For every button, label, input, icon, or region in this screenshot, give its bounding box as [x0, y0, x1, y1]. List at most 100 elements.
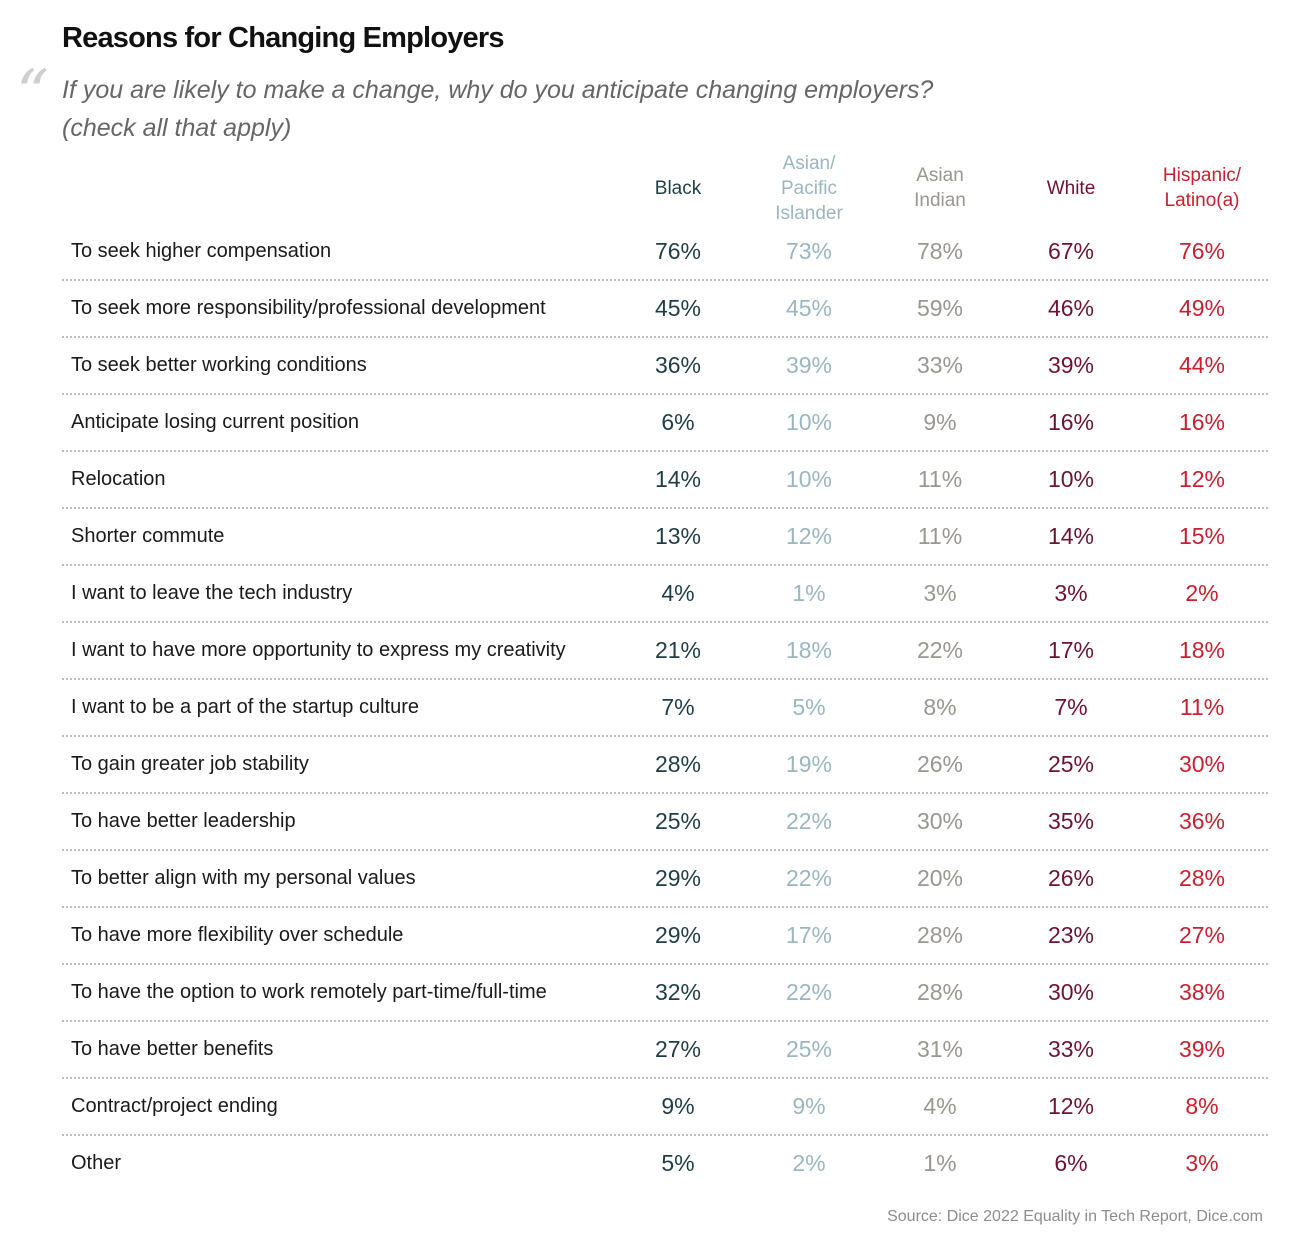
data-cell: 22%: [916, 637, 964, 663]
data-cell: 22%: [785, 808, 833, 834]
data-cell: 7%: [1054, 694, 1088, 720]
chart-subtitle: If you are likely to make a change, why …: [62, 71, 1062, 147]
table-row: To have better leadership 25% 22% 30% 35% 36%: [62, 794, 1268, 851]
data-cell: 6%: [661, 409, 695, 435]
data-cell: 20%: [916, 865, 964, 891]
data-cell: 31%: [916, 1036, 964, 1062]
data-cell: 76%: [654, 238, 702, 264]
column-header-line: Hispanic/: [1162, 165, 1242, 186]
table-row: To have better benefits 27% 25% 31% 33% 39%: [62, 1022, 1268, 1079]
column-header-line: Pacific: [781, 177, 837, 199]
data-cell: 13%: [654, 523, 702, 549]
data-cell: 44%: [1178, 352, 1226, 378]
data-cell: 22%: [785, 979, 833, 1005]
data-cell: 8%: [923, 694, 957, 720]
data-cell: 10%: [785, 409, 833, 435]
data-cell: 22%: [785, 865, 833, 891]
chart-title: Reasons for Changing Employers: [62, 22, 505, 54]
column-header-line: Latino(a): [1164, 190, 1240, 211]
data-cell: 10%: [1047, 466, 1095, 492]
data-cell: 2%: [792, 1150, 826, 1176]
table-row: Anticipate losing current position 6% 10% 9…: [62, 395, 1268, 452]
table-row: To seek more responsibility/professional…: [62, 281, 1268, 338]
row-label: To seek higher compensation: [71, 240, 332, 262]
table-row: To seek better working conditions 36% 39% 3…: [62, 338, 1268, 395]
data-cell: 9%: [661, 1093, 695, 1119]
data-cell: 28%: [916, 979, 964, 1005]
subtitle-line-1: If you are likely to make a change, why …: [62, 76, 934, 104]
data-cell: 38%: [1178, 979, 1226, 1005]
data-cell: 30%: [1047, 979, 1095, 1005]
data-cell: 16%: [1178, 409, 1226, 435]
column-header-1: Asian/Pacific Islander: [744, 148, 874, 228]
data-cell: 12%: [1178, 466, 1226, 492]
quote-mark-icon: “: [16, 57, 49, 131]
data-cell: 18%: [785, 637, 833, 663]
data-cell: 16%: [1047, 409, 1095, 435]
data-cell: 39%: [1047, 352, 1095, 378]
column-header-4: Hispanic/Latino(a): [1137, 148, 1267, 228]
data-cell: 4%: [661, 580, 695, 606]
table-row: To have more flexibility over schedule 29…: [62, 908, 1268, 965]
data-cell: 78%: [916, 238, 964, 264]
table-row: I want to leave the tech industry 4% 1% 3% 3…: [62, 566, 1268, 623]
data-cell: 12%: [1047, 1093, 1095, 1119]
table-row: To gain greater job stability 28% 19% 26% 25…: [62, 737, 1268, 794]
column-header-line: Islander: [775, 202, 843, 224]
row-label: Contract/project ending: [71, 1095, 278, 1117]
data-cell: 29%: [654, 865, 702, 891]
data-cell: 1%: [792, 580, 826, 606]
data-cell: 7%: [661, 694, 695, 720]
row-label: Anticipate losing current position: [71, 411, 359, 433]
table-row: I want to be a part of the startup cultu…: [62, 680, 1268, 737]
data-cell: 29%: [654, 922, 702, 948]
data-cell: 25%: [654, 808, 702, 834]
row-label: To have the option to work remotely part…: [71, 981, 547, 1003]
data-cell: 39%: [1178, 1036, 1226, 1062]
data-cell: 36%: [1178, 808, 1226, 834]
column-header-3: White: [1006, 148, 1136, 228]
data-cell: 32%: [654, 979, 702, 1005]
data-cell: 1%: [923, 1150, 957, 1176]
data-cell: 18%: [1178, 637, 1226, 663]
data-cell: 27%: [1178, 922, 1226, 948]
data-cell: 45%: [654, 295, 702, 321]
data-cell: 26%: [916, 751, 964, 777]
data-cell: 5%: [792, 694, 826, 720]
data-cell: 46%: [1047, 295, 1095, 321]
data-cell: 4%: [923, 1093, 957, 1119]
data-cell: 28%: [654, 751, 702, 777]
column-header-2: Asian Indian: [875, 148, 1005, 228]
data-cell: 33%: [1047, 1036, 1095, 1062]
column-header-line: Indian: [914, 190, 966, 211]
subtitle-line-2: (check all that apply): [62, 114, 292, 142]
data-cell: 23%: [1047, 922, 1095, 948]
data-cell: 76%: [1178, 238, 1226, 264]
data-cell: 2%: [1185, 580, 1219, 606]
data-cell: 3%: [923, 580, 957, 606]
data-cell: 11%: [917, 523, 963, 549]
data-cell: 25%: [1047, 751, 1095, 777]
data-cell: 30%: [916, 808, 964, 834]
data-cell: 6%: [1054, 1150, 1088, 1176]
data-cell: 17%: [1047, 637, 1095, 663]
table-row: Shorter commute 13% 12% 11% 14% 15%: [62, 509, 1268, 566]
row-label: To seek more responsibility/professional…: [71, 297, 546, 319]
data-cell: 45%: [785, 295, 833, 321]
data-cell: 14%: [1047, 523, 1095, 549]
row-label: To have more flexibility over schedule: [71, 924, 404, 946]
row-label: I want to leave the tech industry: [71, 582, 353, 604]
row-label: To seek better working conditions: [71, 354, 367, 376]
table-row: To better align with my personal values 2…: [62, 851, 1268, 908]
row-label: To have better leadership: [71, 810, 296, 832]
data-cell: 26%: [1047, 865, 1095, 891]
table-row: Other 5% 2% 1% 6% 3%: [62, 1136, 1268, 1191]
data-cell: 28%: [1178, 865, 1226, 891]
data-cell: 21%: [654, 637, 702, 663]
data-cell: 33%: [916, 352, 964, 378]
row-label: I want to have more opportunity to expre…: [71, 639, 566, 661]
data-cell: 3%: [1054, 580, 1088, 606]
data-cell: 27%: [654, 1036, 702, 1062]
row-label: To have better benefits: [71, 1038, 274, 1060]
source-note: Source: Dice 2022 Equality in Tech Repor…: [887, 1208, 1263, 1225]
